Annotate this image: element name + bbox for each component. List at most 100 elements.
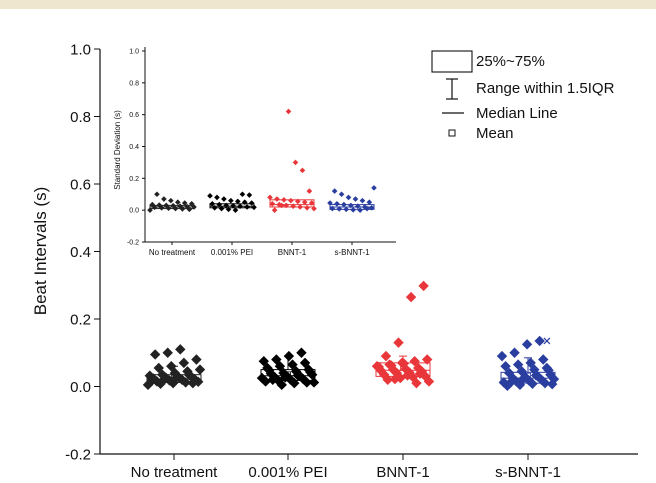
main-group-bnnt-1 bbox=[371, 160, 435, 389]
inset-point-bnnt-1 bbox=[292, 159, 299, 166]
main-point-s-bnnt-1 bbox=[534, 335, 545, 347]
inset-point-s-bnnt-1 bbox=[338, 191, 345, 198]
inset-y-tick-label: 0.0 bbox=[129, 208, 139, 215]
legend-box-swatch bbox=[431, 50, 473, 73]
main-point-bnnt-1 bbox=[418, 280, 429, 292]
main-point-no-treatment bbox=[194, 364, 206, 375]
inset-y-tick-label: 0.4 bbox=[129, 144, 139, 151]
main-point-s-bnnt-1 bbox=[500, 361, 511, 372]
inset-point-no-treatment bbox=[177, 203, 183, 209]
main-point-s-bnnt-1 bbox=[512, 359, 524, 370]
main-point-no-treatment bbox=[142, 379, 154, 391]
legend-mean-swatch bbox=[448, 129, 456, 137]
inset-point-no-treatment bbox=[188, 201, 195, 207]
main-plot-area bbox=[142, 160, 560, 392]
main-point-s-bnnt-1 bbox=[518, 373, 529, 384]
inset-x-tick-label-bnnt-1: BNNT-1 bbox=[278, 248, 307, 257]
main-point-no-treatment bbox=[162, 347, 173, 358]
main-point-s-bnnt-1 bbox=[543, 365, 554, 376]
main-point-no-treatment bbox=[191, 354, 202, 365]
inset-point-s-bnnt-1 bbox=[350, 207, 356, 213]
main-point-0-001-pei bbox=[256, 372, 268, 384]
inset-point-0-001-pei bbox=[232, 207, 239, 213]
inset-point-bnnt-1 bbox=[269, 201, 276, 207]
main-point-s-bnnt-1 bbox=[523, 375, 535, 386]
inset-point-bnnt-1 bbox=[281, 197, 287, 203]
main-y-tick-label: 1.0 bbox=[70, 41, 91, 58]
inset-point-no-treatment bbox=[161, 196, 167, 202]
main-point-0-001-pei bbox=[292, 370, 304, 381]
inset-point-no-treatment bbox=[170, 202, 176, 209]
inset-point-bnnt-1 bbox=[283, 202, 290, 209]
inset-point-bnnt-1 bbox=[294, 198, 301, 205]
inset-point-0-001-pei bbox=[228, 197, 234, 204]
main-point-s-bnnt-1 bbox=[536, 374, 547, 385]
main-y-tick-label: 0.0 bbox=[70, 379, 91, 396]
main-point-bnnt-1 bbox=[398, 358, 410, 369]
main-point-s-bnnt-1 bbox=[496, 350, 508, 362]
inset-point-bnnt-1 bbox=[308, 200, 315, 206]
main-point-bnnt-1 bbox=[402, 370, 413, 381]
main-point-s-bnnt-1 bbox=[498, 377, 509, 388]
inset-point-s-bnnt-1 bbox=[336, 206, 343, 212]
main-point-s-bnnt-1 bbox=[509, 347, 520, 358]
main-x-tick-label-no-treatment: No treatment bbox=[131, 464, 219, 481]
main-point-bnnt-1 bbox=[373, 361, 384, 373]
main-point-no-treatment bbox=[171, 372, 182, 383]
main-x-tick-label-0-001-pei: 0.001% PEI bbox=[248, 464, 327, 481]
inset-point-s-bnnt-1 bbox=[334, 201, 340, 207]
main-point-0-001-pei bbox=[258, 355, 269, 367]
main-point-no-treatment bbox=[182, 366, 193, 377]
main-point-0-001-pei bbox=[267, 374, 278, 385]
main-point-s-bnnt-1 bbox=[538, 354, 549, 365]
main-point-s-bnnt-1 bbox=[539, 377, 551, 389]
main-point-s-bnnt-1 bbox=[530, 370, 542, 381]
inset-x-tick-label-s-bnnt-1: s-BNNT-1 bbox=[334, 248, 370, 257]
inset-x-tick-label-0-001-pei: 0.001% PEI bbox=[211, 248, 253, 257]
inset-point-s-bnnt-1 bbox=[345, 194, 352, 201]
inset-point-s-bnnt-1 bbox=[364, 205, 370, 212]
inset-point-bnnt-1 bbox=[306, 188, 313, 194]
main-point-no-treatment bbox=[178, 357, 190, 369]
main-point-0-001-pei bbox=[283, 350, 295, 362]
main-y-ticks: -0.2 0.0 0.2 0.4 0.6 0.8 1.0 bbox=[65, 41, 100, 463]
main-point-bnnt-1 bbox=[393, 337, 404, 348]
main-group-0-001-pei bbox=[256, 347, 320, 391]
legend-entry-range: Range within 1.5IQR bbox=[476, 80, 615, 97]
inset-point-0-001-pei bbox=[216, 201, 223, 208]
inset-point-bnnt-1 bbox=[274, 196, 280, 202]
inset-point-s-bnnt-1 bbox=[371, 185, 377, 191]
main-point-s-bnnt-1 bbox=[521, 339, 533, 350]
main-point-0-001-pei bbox=[296, 347, 307, 358]
inset-point-no-treatment bbox=[186, 206, 193, 213]
main-point-s-bnnt-1 bbox=[525, 357, 536, 369]
main-x-tick-label-bnnt-1: BNNT-1 bbox=[376, 464, 429, 481]
main-point-s-bnnt-1 bbox=[527, 378, 538, 389]
main-point-no-treatment bbox=[176, 374, 188, 385]
inset-point-s-bnnt-1 bbox=[329, 205, 336, 212]
inset-point-s-bnnt-1 bbox=[357, 207, 363, 213]
inset-point-bnnt-1 bbox=[271, 207, 278, 213]
inset-point-no-treatment bbox=[147, 207, 153, 213]
inset-point-bnnt-1 bbox=[278, 202, 285, 209]
main-x-ticks: No treatment 0.001% PEI BNNT-1 s-BNNT-1 bbox=[131, 454, 561, 481]
inset-point-s-bnnt-1 bbox=[327, 200, 333, 206]
main-point-0-001-pei bbox=[280, 372, 291, 383]
inset-point-s-bnnt-1 bbox=[343, 206, 350, 213]
inset-point-bnnt-1 bbox=[276, 201, 283, 208]
inset-point-no-treatment bbox=[154, 191, 160, 198]
main-y-tick-label: 0.2 bbox=[70, 311, 91, 328]
main-point-bnnt-1 bbox=[389, 373, 401, 385]
inset-y-tick-label: 0.8 bbox=[129, 80, 139, 87]
main-point-0-001-pei bbox=[263, 365, 275, 376]
main-point-0-001-pei bbox=[287, 359, 298, 370]
inset-point-0-001-pei bbox=[214, 194, 220, 201]
inset-group-0-001-pei bbox=[207, 191, 257, 213]
inset-point-bnnt-1 bbox=[285, 108, 292, 115]
inset-point-0-001-pei bbox=[237, 203, 243, 209]
main-y-tick-label: 0.4 bbox=[70, 244, 91, 261]
inset-point-0-001-pei bbox=[248, 200, 255, 206]
legend: 25%~75% Range within 1.5IQR Median Line … bbox=[431, 50, 615, 142]
inset-point-s-bnnt-1 bbox=[331, 188, 338, 194]
main-point-bnnt-1 bbox=[386, 360, 397, 371]
